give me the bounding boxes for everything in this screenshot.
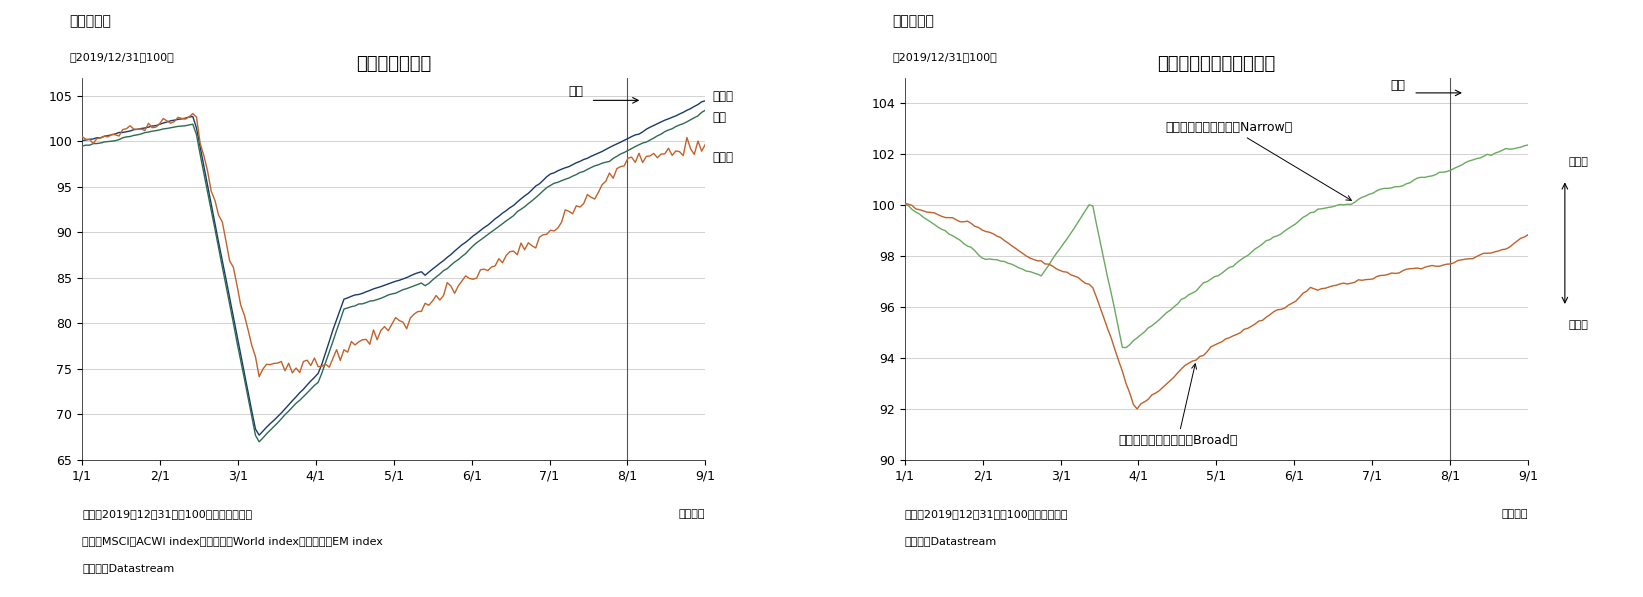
Text: ８月: ８月 — [1392, 79, 1406, 92]
Title: 対ドル為替レートの動向: 対ドル為替レートの動向 — [1157, 56, 1275, 73]
Text: ８月: ８月 — [568, 85, 583, 98]
Text: （日次）: （日次） — [679, 509, 705, 519]
Text: （注）2019年12月31日＝100として指数化: （注）2019年12月31日＝100として指数化 — [905, 509, 1068, 519]
Text: （図表１）: （図表１） — [69, 14, 112, 28]
Text: （日次）: （日次） — [1502, 509, 1528, 519]
Text: （2019/12/31＝100）: （2019/12/31＝100） — [69, 53, 174, 62]
Text: （資料）Datastream: （資料）Datastream — [905, 536, 997, 546]
Title: 世界株価の動向: 世界株価の動向 — [357, 56, 432, 73]
Text: 名目実効為替レート（Narrow）: 名目実効為替レート（Narrow） — [1165, 121, 1351, 201]
Text: 世界はMSCIのACWI index、先進国はWorld index、新興国はEM index: 世界はMSCIのACWI index、先進国はWorld index、新興国はE… — [82, 536, 383, 546]
Text: （2019/12/31＝100）: （2019/12/31＝100） — [892, 53, 997, 62]
Text: 世界: 世界 — [713, 111, 726, 124]
Text: （注）2019年12月31日＝100として指数化。: （注）2019年12月31日＝100として指数化。 — [82, 509, 253, 519]
Text: （資料）Datastream: （資料）Datastream — [82, 563, 174, 573]
Text: 名目実効為替レート（Broad）: 名目実効為替レート（Broad） — [1117, 364, 1237, 447]
Text: ドル安: ドル安 — [1569, 156, 1589, 167]
Text: 新興国: 新興国 — [713, 152, 734, 164]
Text: ドル高: ドル高 — [1569, 319, 1589, 330]
Text: 先進国: 先進国 — [713, 90, 734, 103]
Text: （図表２）: （図表２） — [892, 14, 935, 28]
